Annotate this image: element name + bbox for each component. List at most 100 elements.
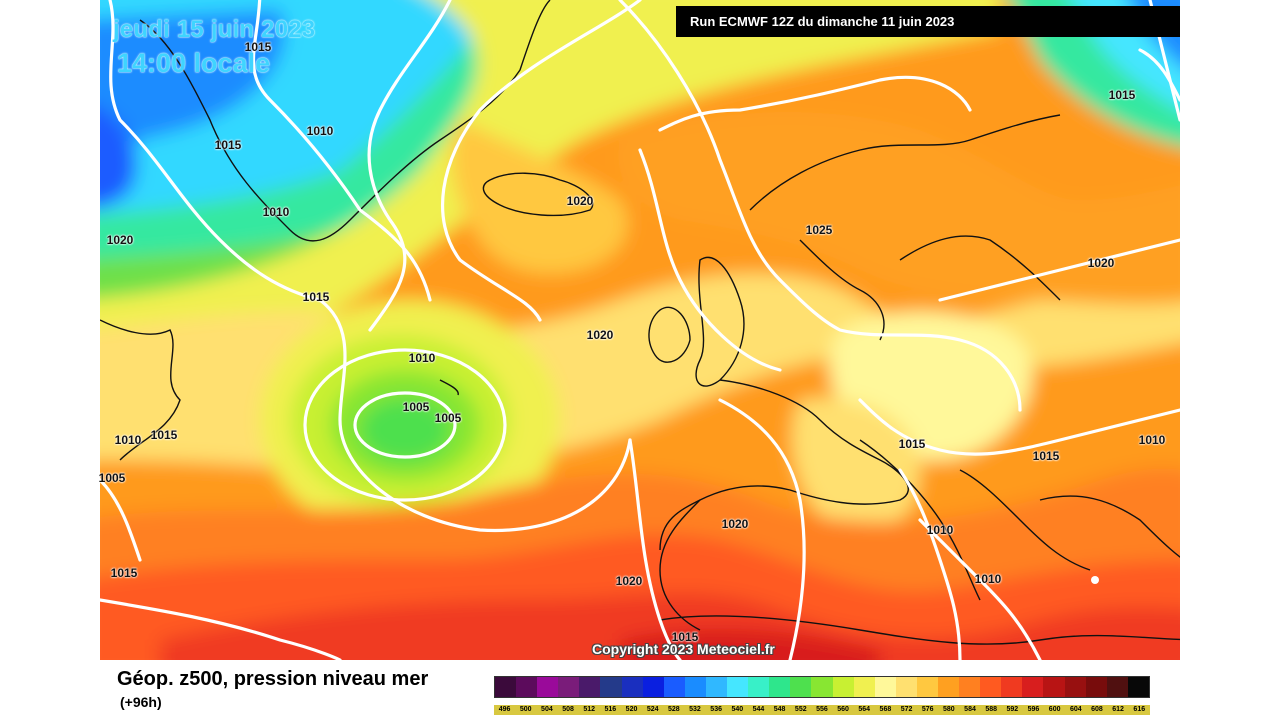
color-scale-value: 616 — [1128, 705, 1150, 715]
isobar-label: 1020 — [615, 574, 643, 588]
isobar-label: 1005 — [98, 471, 126, 485]
color-scale-value: 512 — [578, 705, 600, 715]
color-scale-swatch — [663, 677, 685, 697]
color-scale-swatch — [1085, 677, 1107, 697]
isobar-label: 1020 — [586, 328, 614, 342]
color-scale-swatch — [916, 677, 938, 697]
color-scale-swatch — [1127, 677, 1149, 697]
color-scale-swatch — [937, 677, 960, 697]
run-info-banner: Run ECMWF 12Z du dimanche 11 juin 2023 — [676, 6, 1180, 37]
isobar-label: 1015 — [898, 437, 926, 451]
isobar-label: 1010 — [408, 351, 436, 365]
isobars — [100, 0, 1180, 660]
isobar-label: 1015 — [671, 630, 699, 644]
color-scale-value: 596 — [1022, 705, 1045, 715]
color-scale-value: 552 — [790, 705, 812, 715]
color-scale — [494, 676, 1150, 698]
color-scale-value: 588 — [980, 705, 1002, 715]
isobar-label: 1005 — [402, 400, 430, 414]
isobar-label: 1015 — [302, 290, 330, 304]
color-scale-value: 544 — [747, 705, 770, 715]
forecast-date: jeudi 15 juin 2023 — [113, 16, 316, 43]
color-scale-value: 612 — [1107, 705, 1129, 715]
color-scale-value: 584 — [959, 705, 981, 715]
color-scale-value: 508 — [557, 705, 579, 715]
color-scale-swatch — [1106, 677, 1128, 697]
isobar-label: 1015 — [244, 40, 272, 54]
color-scale-value: 516 — [599, 705, 621, 715]
color-scale-value: 520 — [620, 705, 643, 715]
isobar-label: 1010 — [114, 433, 142, 447]
color-scale-value: 532 — [684, 705, 706, 715]
color-scale-value: 556 — [811, 705, 833, 715]
isobar-label: 1010 — [974, 572, 1002, 586]
color-scale-swatch — [705, 677, 728, 697]
color-scale-value: 576 — [917, 705, 939, 715]
color-scale-swatch — [980, 677, 1002, 697]
color-scale-swatch — [1022, 677, 1044, 697]
map-subtitle: (+96h) — [120, 694, 162, 710]
color-scale-swatch — [1001, 677, 1023, 697]
isobar-label: 1020 — [106, 233, 134, 247]
color-scale-swatch — [727, 677, 749, 697]
color-scale-swatch — [959, 677, 981, 697]
map-title: Géop. z500, pression niveau mer — [117, 668, 429, 690]
isobar-label: 1015 — [1108, 88, 1136, 102]
color-scale-swatch — [642, 677, 664, 697]
color-scale-swatch — [1043, 677, 1065, 697]
color-scale-swatch — [832, 677, 854, 697]
color-scale-swatch — [1064, 677, 1086, 697]
color-scale-swatch — [748, 677, 770, 697]
color-scale-value: 548 — [769, 705, 791, 715]
color-scale-value: 572 — [895, 705, 918, 715]
color-scale-value: 540 — [726, 705, 748, 715]
isobar-label: 1020 — [566, 194, 594, 208]
isobar-label: 1015 — [150, 428, 178, 442]
marker-dot — [1091, 576, 1099, 584]
isobar-label: 1020 — [721, 517, 749, 531]
isobar-label: 1025 — [805, 223, 833, 237]
isobar-label: 1010 — [306, 124, 334, 138]
color-scale-swatch — [769, 677, 791, 697]
color-scale-value: 600 — [1044, 705, 1066, 715]
color-scale-value: 568 — [874, 705, 896, 715]
color-scale-swatch — [579, 677, 601, 697]
color-scale-swatch — [537, 677, 559, 697]
weather-map — [100, 0, 1180, 660]
coastlines — [100, 0, 1180, 645]
isobar-label: 1010 — [926, 523, 954, 537]
color-scale-value: 608 — [1086, 705, 1108, 715]
color-scale-swatch — [516, 677, 538, 697]
isobar-label: 1020 — [1087, 256, 1115, 270]
color-scale-value: 500 — [515, 705, 537, 715]
color-scale-swatch — [790, 677, 812, 697]
isobar-label: 1005 — [434, 411, 462, 425]
isobar-label: 1015 — [214, 138, 242, 152]
isobar-label: 1010 — [1138, 433, 1166, 447]
color-scale-swatch — [684, 677, 706, 697]
color-scale-value: 504 — [536, 705, 558, 715]
isobar-label: 1015 — [1032, 449, 1060, 463]
isobar-label: 1015 — [110, 566, 138, 580]
isobar-label: 1010 — [262, 205, 290, 219]
color-scale-value: 536 — [705, 705, 727, 715]
color-scale-swatch — [874, 677, 896, 697]
copyright-text: Copyright 2023 Meteociel.fr — [592, 641, 775, 657]
color-scale-swatch — [600, 677, 622, 697]
forecast-time: 14:00 locale — [117, 48, 271, 78]
color-scale-value: 604 — [1065, 705, 1087, 715]
map-canvas — [100, 0, 1180, 660]
color-scale-value: 564 — [853, 705, 875, 715]
color-scale-labels: 496 500 504 508 512 516 520 524 528 532 536 540 544 5… — [494, 705, 1150, 715]
color-scale-swatch — [853, 677, 875, 697]
color-scale-swatch — [621, 677, 643, 697]
color-scale-value: 524 — [642, 705, 664, 715]
color-scale-value: 580 — [938, 705, 960, 715]
color-scale-swatch — [811, 677, 833, 697]
color-scale-swatch — [495, 677, 517, 697]
color-scale-swatch — [895, 677, 917, 697]
geopotential-field — [100, 0, 1180, 660]
color-scale-swatch — [558, 677, 580, 697]
color-scale-value: 592 — [1001, 705, 1023, 715]
color-scale-value: 560 — [832, 705, 854, 715]
